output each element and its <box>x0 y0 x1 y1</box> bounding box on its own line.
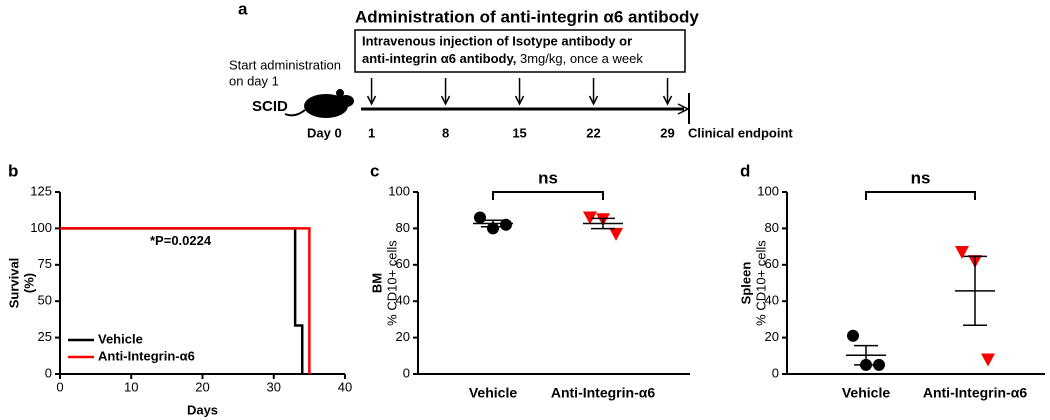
data-point <box>500 218 512 231</box>
y-tick-label: 75 <box>38 256 52 271</box>
y-tick-label: 25 <box>38 329 52 344</box>
injection-arrowhead <box>366 95 377 106</box>
significance-bracket <box>865 191 976 200</box>
survival-line <box>60 227 311 374</box>
box-text: anti-integrin α6 antibody, <box>362 51 516 66</box>
box-text: Intravenous injection of Isotype antibod… <box>362 33 632 48</box>
panel-label: c <box>370 161 379 180</box>
day-label: Day 0 <box>307 125 342 140</box>
y-tick-label: 40 <box>765 293 779 308</box>
mouse-icon <box>284 89 354 118</box>
x-tick-label: Anti-Integrin-α6 <box>923 385 1027 401</box>
injection-arrowhead <box>514 95 525 106</box>
data-point <box>955 246 969 260</box>
x-tick-label: 10 <box>124 379 138 394</box>
y-tick-label: 125 <box>30 183 52 198</box>
y-tick-label: 100 <box>757 183 779 198</box>
panel-label: b <box>8 161 18 180</box>
y-tick-label: 60 <box>396 256 410 271</box>
y-axis-label: % CD10+ cells <box>384 240 399 326</box>
y-tick-label: 100 <box>388 183 410 198</box>
endpoint-label: Clinical endpoint <box>688 125 793 140</box>
y-tick-label: 0 <box>403 365 410 380</box>
y-axis-label: Survival <box>6 258 21 309</box>
x-tick-label: 20 <box>195 379 209 394</box>
y-tick-label: 40 <box>396 293 410 308</box>
data-point <box>609 227 623 241</box>
data-point <box>981 353 995 367</box>
panel-label: a <box>238 0 248 18</box>
box-text: anti-integrin α6 antibody, 3mg/kg, once … <box>362 51 643 66</box>
significance-bracket <box>492 191 604 200</box>
data-point <box>873 358 885 371</box>
diagram-title: Administration of anti-integrin α6 antib… <box>355 7 699 26</box>
legend-label: Anti-Integrin-α6 <box>98 348 195 363</box>
model-label: SCID <box>252 98 288 115</box>
treatment-box <box>354 29 686 73</box>
x-tick-label: Anti-Integrin-α6 <box>551 385 655 401</box>
y-tick-label: 60 <box>765 256 779 271</box>
legend-label: Vehicle <box>98 331 143 346</box>
y-tick-label: 50 <box>38 293 52 308</box>
y-axis-label: BM <box>369 273 384 293</box>
significance-label: ns <box>911 168 931 187</box>
injection-arrowhead <box>662 95 673 106</box>
y-tick-label: 80 <box>765 220 779 235</box>
data-point <box>474 211 486 224</box>
y-tick-label: 0 <box>772 365 779 380</box>
annotation: *P=0.0224 <box>150 233 212 248</box>
y-tick-label: 100 <box>30 220 52 235</box>
y-axis-label: (%) <box>21 273 36 293</box>
x-axis-label: Days <box>187 402 218 417</box>
injection-arrowhead <box>588 95 599 106</box>
data-point <box>487 222 499 235</box>
y-tick-label: 20 <box>765 329 779 344</box>
day-label: 8 <box>442 125 449 140</box>
y-axis-label: % CD10+ cells <box>753 240 768 326</box>
x-tick-label: 30 <box>267 379 281 394</box>
x-tick-label: Vehicle <box>469 385 517 401</box>
y-tick-label: 0 <box>45 365 52 380</box>
x-tick-label: Vehicle <box>842 385 890 401</box>
day-label: 22 <box>586 125 600 140</box>
day-label: 1 <box>368 125 375 140</box>
injection-arrowhead <box>440 95 451 106</box>
y-axis-label: Spleen <box>738 262 753 305</box>
day-label: 15 <box>512 125 526 140</box>
panel-label: d <box>740 161 750 180</box>
x-tick-label: 40 <box>338 379 352 394</box>
y-tick-label: 80 <box>396 220 410 235</box>
data-point <box>847 329 859 342</box>
x-tick-label: 0 <box>56 379 63 394</box>
box-text: 3mg/kg, once a week <box>520 51 643 66</box>
start-note: on day 1 <box>229 73 279 88</box>
significance-label: ns <box>538 168 558 187</box>
day-label: 29 <box>660 125 674 140</box>
start-note: Start administration <box>229 57 341 72</box>
data-point <box>583 211 597 225</box>
y-tick-label: 20 <box>396 329 410 344</box>
